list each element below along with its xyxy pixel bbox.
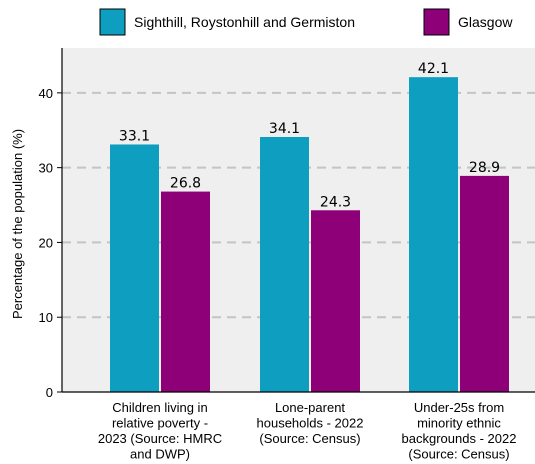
value-label-glasgow-2: 28.9 <box>469 160 500 176</box>
bar-area-0 <box>110 144 159 392</box>
value-label-area-1: 34.1 <box>269 121 300 137</box>
value-label-area-2: 42.1 <box>418 61 449 77</box>
legend-swatch-glasgow <box>423 8 450 36</box>
legend-label-area: Sighthill, Roystonhill and Germiston <box>134 14 355 30</box>
value-labels: 33.1 34.1 42.1 26.8 24.3 28.9 <box>119 61 500 210</box>
y-tick-label-0: 0 <box>46 385 53 400</box>
x-tick-label-line: 2023 (Source: HMRC <box>98 431 222 446</box>
bar-glasgow-2 <box>460 175 509 392</box>
legend-label-glasgow: Glasgow <box>458 14 513 30</box>
bar-glasgow-0 <box>161 191 210 392</box>
x-tick-label-1: Lone-parent households - 2022 (Source: Cen… <box>257 400 364 446</box>
x-tick-label-line: Children living in <box>112 400 207 415</box>
legend-swatch-area <box>99 8 126 36</box>
y-tick-label-40: 40 <box>39 86 53 101</box>
x-tick-label-line: Under-25s from <box>414 400 504 415</box>
legend: Sighthill, Roystonhill and Germiston Glas… <box>99 8 513 36</box>
y-ticks: 0 10 20 30 40 <box>39 86 62 400</box>
y-tick-label-30: 30 <box>39 161 53 176</box>
bar-area-2 <box>409 77 458 392</box>
x-tick-label-line: minority ethnic <box>417 416 501 431</box>
y-tick-label-10: 10 <box>39 310 53 325</box>
value-label-glasgow-0: 26.8 <box>170 176 201 192</box>
bars <box>110 77 509 392</box>
x-tick-labels: Children living in relative poverty -2023… <box>98 400 517 462</box>
bar-area-1 <box>260 136 309 392</box>
value-label-area-0: 33.1 <box>119 128 150 144</box>
x-tick-label-line: (Source: Census) <box>408 447 509 462</box>
x-tick-label-line: backgrounds - 2022 <box>402 431 517 446</box>
x-tick-label-line: relative poverty - <box>112 416 208 431</box>
x-tick-label-2: Under-25s from minority ethnic backgrounds… <box>402 400 517 462</box>
x-tick-label-0: Children living in relative poverty -2023… <box>98 400 222 462</box>
x-tick-label-line: households - 2022 <box>257 416 364 431</box>
bar-glasgow-1 <box>311 210 360 392</box>
y-tick-label-20: 20 <box>39 235 53 250</box>
x-tick-label-line: and DWP) <box>130 447 190 462</box>
x-tick-label-line: Lone-parent <box>275 400 345 415</box>
x-tick-label-line: (Source: Census) <box>259 431 360 446</box>
y-axis-label: Percentage of the population (%) <box>10 129 25 319</box>
value-label-glasgow-1: 24.3 <box>320 194 351 210</box>
